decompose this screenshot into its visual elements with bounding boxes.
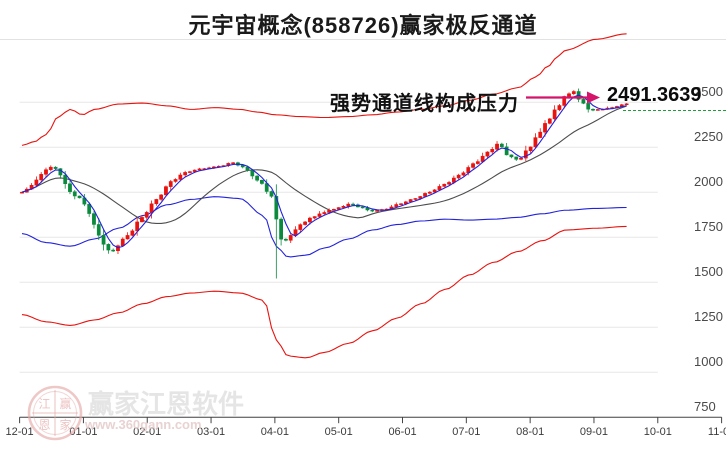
svg-text:赢: 赢	[59, 396, 71, 411]
svg-text:1250: 1250	[694, 309, 723, 324]
svg-text:家: 家	[59, 417, 71, 432]
svg-text:07-01: 07-01	[452, 426, 480, 438]
svg-text:11-01: 11-01	[708, 426, 726, 438]
svg-text:08-01: 08-01	[516, 426, 544, 438]
svg-text:2000: 2000	[694, 174, 723, 189]
svg-text:750: 750	[694, 399, 716, 414]
svg-text:江: 江	[38, 397, 50, 411]
svg-text:04-01: 04-01	[261, 426, 289, 438]
svg-text:09-01: 09-01	[580, 426, 608, 438]
svg-text:06-01: 06-01	[388, 426, 416, 438]
svg-text:2250: 2250	[694, 129, 723, 144]
svg-text:1500: 1500	[694, 264, 723, 279]
svg-text:1750: 1750	[694, 219, 723, 234]
svg-text:10-01: 10-01	[644, 426, 672, 438]
svg-text:05-01: 05-01	[325, 426, 353, 438]
svg-text:恩: 恩	[38, 418, 50, 432]
svg-text:1000: 1000	[694, 354, 723, 369]
